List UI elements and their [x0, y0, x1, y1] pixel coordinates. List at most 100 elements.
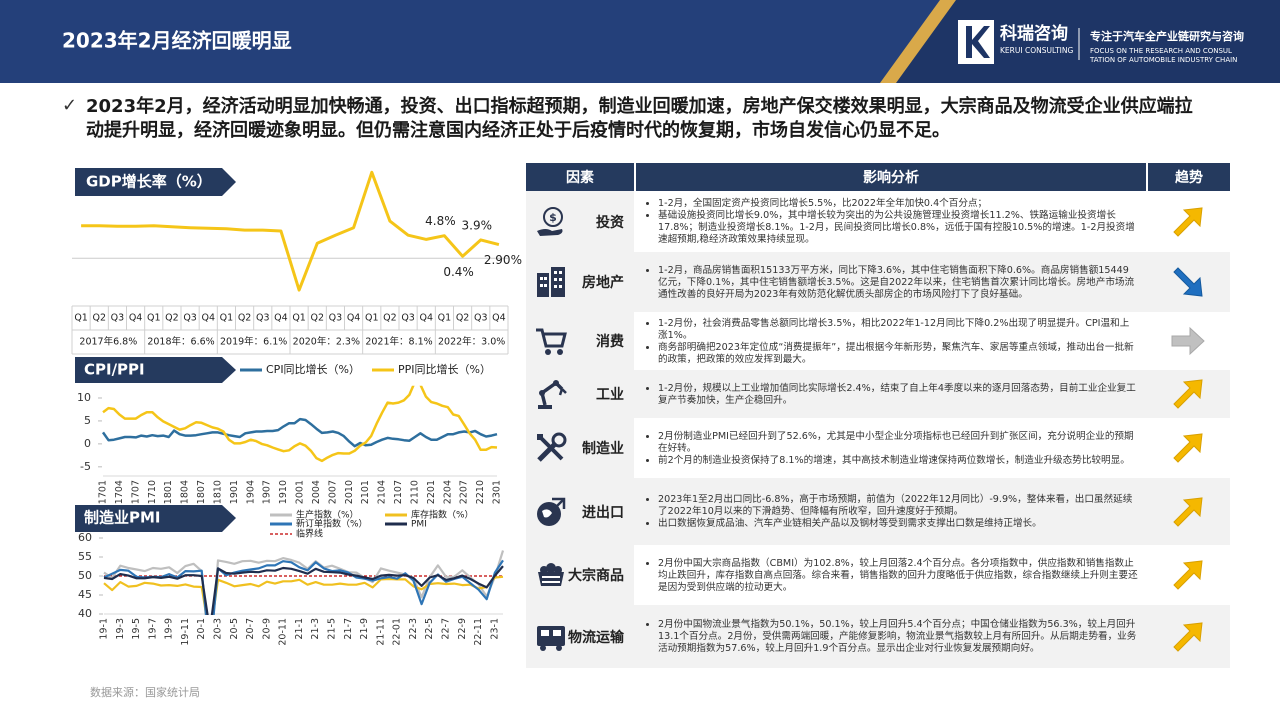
svg-text:$: $: [549, 211, 557, 224]
icon: [537, 267, 565, 297]
series-line: [103, 575, 504, 615]
x-tick-label: 19-11: [180, 618, 191, 646]
series-line: [103, 565, 504, 615]
year-label: 2022年：3.0%: [438, 336, 505, 348]
source: 数据来源：国家统计局: [90, 686, 200, 699]
tagline-en: TATION OF AUTOMOBILE INDUSTRY CHAIN: [1089, 56, 1237, 64]
series-line: [103, 550, 505, 615]
trend-arrow: [1173, 433, 1203, 463]
x-tick-label: Q3: [329, 313, 343, 324]
x-tick-label: 22-01: [392, 618, 403, 646]
x-tick-label: 20-9: [261, 618, 272, 640]
x-tick-label: 1804: [180, 480, 191, 504]
chart-title: CPI/PPI: [84, 361, 145, 379]
x-tick-label: 2207: [459, 480, 470, 504]
year-label: 2017年6.8%: [79, 336, 137, 348]
x-tick-label: Q2: [238, 313, 252, 324]
x-tick-label: 1801: [163, 480, 174, 504]
tagline-en: FOCUS ON THE RESEARCH AND CONSUL: [1090, 47, 1232, 55]
trend-arrow: [1171, 326, 1205, 356]
chart-title: GDP增长率（%）: [86, 173, 212, 191]
legend-label: PPI同比增长（%）: [398, 362, 491, 376]
analysis: 1-2月份，社会消费品零售总额同比增长3.5%，相比2022年1-12月同比下降…: [636, 315, 1146, 368]
chart-title-tag: [75, 168, 236, 196]
year-label: 2020年：2.3%: [293, 336, 360, 348]
factor: 工业: [596, 387, 624, 403]
analysis-item: 2月份中国物流业景气指数为50.1%，50.1%，较上月回升5.4个百分点；中国…: [658, 619, 1138, 655]
factor: 投资: [596, 214, 624, 231]
x-tick-label: 22-7: [441, 618, 452, 640]
legend-label: 库存指数（%）: [411, 509, 474, 521]
year-label: 2018年：6.6%: [147, 336, 214, 348]
chart-title-tag: [75, 357, 236, 383]
logo-name: 科瑞咨询: [1000, 23, 1068, 44]
x-tick-label: 2201: [426, 480, 437, 504]
x-tick-label: 1910: [278, 480, 289, 504]
trend-arrow: [1173, 206, 1203, 237]
data-label: 0.4%: [443, 265, 474, 279]
x-tick-label: Q1: [438, 313, 452, 324]
logo-mark: [958, 20, 994, 64]
legend-label: 临界线: [296, 528, 323, 540]
x-tick-label: 20-1: [196, 618, 207, 640]
series-line: [102, 385, 498, 463]
analysis-item: 前2个月的制造业投资保持了8.1%的增速，其中高技术制造业增速保持两位数增长，制…: [658, 455, 1138, 467]
analysis-item: 出口数据恢复成品油、汽车产业链相关产品以及钢材等受到需求支撑出口数是维持正增长。: [658, 518, 1138, 530]
legend-label: 生产指数（%）: [296, 509, 359, 521]
table-row: 房地产 1-2月，商品房销售面积15133万平方米，同比下降3.6%，其中住宅销…: [526, 252, 1230, 314]
x-tick-label: 21-3: [310, 618, 321, 640]
x-tick-label: 19-7: [147, 618, 158, 640]
legend-label: PMI: [411, 520, 427, 530]
x-tick-label: Q4: [129, 313, 143, 324]
x-tick-label: 21-5: [327, 618, 338, 640]
page-title: 2023年2月经济回暖明显: [62, 29, 292, 53]
y-tick-label: 45: [78, 588, 92, 601]
x-tick-label: 2204: [442, 480, 453, 504]
analysis: 1-2月，商品房销售面积15133万平方米，同比下降3.6%，其中住宅销售面积下…: [636, 262, 1146, 303]
x-tick-label: 2210: [475, 480, 486, 504]
data-label: 2.90%: [484, 253, 522, 267]
table-row: 消费 1-2月份，社会消费品零售总额同比增长3.5%，相比2022年1-12月同…: [526, 312, 1230, 372]
x-tick-label: Q4: [347, 313, 361, 324]
x-tick-label: 1807: [196, 480, 207, 504]
x-tick-label: 20-11: [278, 618, 289, 646]
x-tick-label: 22-3: [408, 618, 419, 640]
x-tick-label: 2004: [311, 480, 322, 504]
x-tick-label: 21-11: [375, 618, 386, 646]
table-row: 进出口 2023年1至2月出口同比-6.8%，高于市场预期，前值为（2022年1…: [526, 478, 1230, 547]
table-row: 大宗商品 2月份中国大宗商品指数（CBMI）为102.8%，较上月回落2.4个百…: [526, 545, 1230, 607]
x-tick-label: 19-5: [131, 618, 142, 640]
x-tick-label: 1710: [147, 480, 158, 504]
x-tick-label: 2107: [393, 480, 404, 504]
y-tick-label: 5: [84, 414, 91, 427]
summary: 2023年2月，经济活动明显加快畅通，投资、出口指标超预期，制造业回暖加速，房地…: [86, 96, 1193, 141]
icon: $: [537, 206, 563, 236]
analysis: 2月份制造业PMI已经回升到了52.6%，尤其是中小型企业分项指标也已经回升到扩…: [636, 428, 1146, 469]
analysis-item: 1-2月，商品房销售面积15133万平方米，同比下降3.6%，其中住宅销售面积下…: [658, 265, 1138, 301]
icon: [537, 432, 567, 462]
analysis-item: 1-2月份，规模以上工业增加值同比实际增长2.4%，结束了自上年4季度以来的逐月…: [658, 383, 1138, 407]
x-tick-label: Q3: [111, 313, 125, 324]
x-tick-label: 1701: [98, 480, 109, 504]
analysis: 1-2月份，规模以上工业增加值同比实际增长2.4%，结束了自上年4季度以来的逐月…: [636, 380, 1146, 409]
x-tick-label: Q4: [419, 313, 433, 324]
factor: 进出口: [582, 504, 624, 521]
analysis-item: 基础设施投资同比增长9.0%，其中增长较为突出的为公共设施管理业投资增长11.2…: [658, 210, 1138, 246]
y-tick-label: 10: [77, 391, 91, 404]
legend-label: 新订单指数（%）: [296, 518, 368, 530]
x-tick-label: Q3: [256, 313, 270, 324]
x-tick-label: Q2: [456, 313, 470, 324]
x-tick-label: 22-11: [473, 618, 484, 646]
x-tick-label: 1810: [212, 480, 223, 504]
x-tick-label: Q1: [292, 313, 306, 324]
analysis: 2月份中国物流业景气指数为50.1%，50.1%，较上月回升5.4个百分点；中国…: [636, 616, 1146, 657]
analysis-item: 2月份中国大宗商品指数（CBMI）为102.8%，较上月回落2.4个百分点。各分…: [658, 558, 1138, 594]
y-tick-label: -5: [80, 460, 91, 473]
x-tick-label: 20-5: [229, 618, 240, 640]
x-tick-label: 19-9: [164, 618, 175, 640]
year-label: 2021年：8.1%: [365, 336, 432, 348]
analysis-item: 1-2月份，社会消费品零售总额同比增长3.5%，相比2022年1-12月同比下降…: [658, 318, 1138, 342]
table-header: 影响分析: [636, 163, 1146, 191]
y-tick-label: 40: [78, 607, 92, 620]
y-tick-label: 60: [78, 531, 92, 544]
